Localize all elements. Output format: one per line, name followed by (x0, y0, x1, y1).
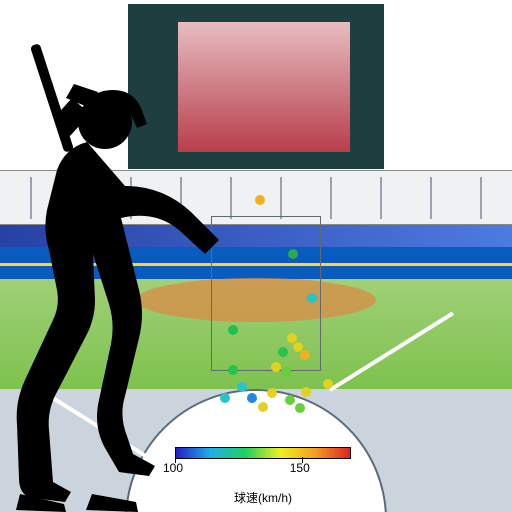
legend-ticks: 100150 (175, 459, 351, 475)
legend-tick-label: 100 (163, 461, 183, 475)
pitch-point (271, 362, 281, 372)
legend-gradient-bar (175, 447, 351, 459)
velocity-legend: 100150 球速(km/h) (175, 447, 351, 506)
pitch-point (300, 350, 310, 360)
pitch-point (323, 379, 333, 389)
pitch-point (281, 367, 291, 377)
pitch-point (278, 347, 288, 357)
pitch-point (288, 249, 298, 259)
pitch-point (267, 388, 277, 398)
legend-tick-label: 150 (290, 461, 310, 475)
pitch-point (307, 293, 317, 303)
pitch-point (301, 387, 311, 397)
legend-title: 球速(km/h) (175, 489, 351, 506)
pitch-point (295, 403, 305, 413)
batter-silhouette (0, 42, 260, 512)
pitch-point (285, 395, 295, 405)
